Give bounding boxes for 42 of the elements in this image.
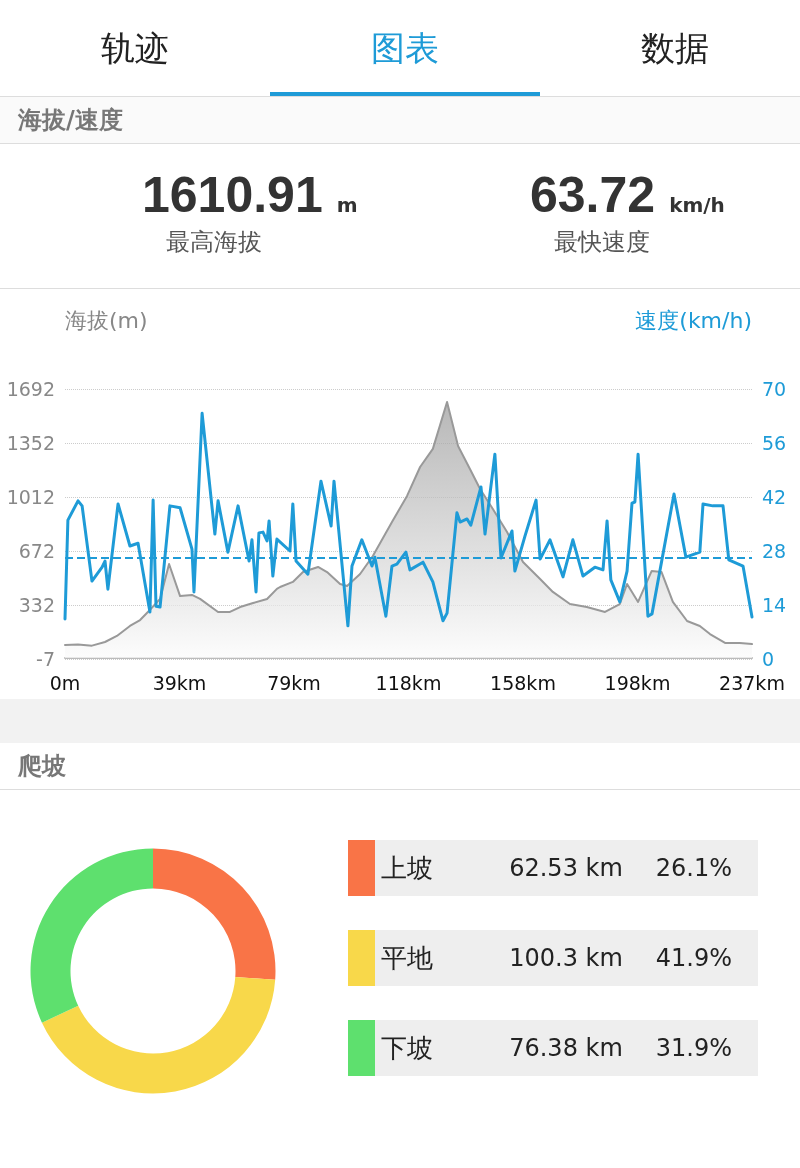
- legend-label: 下坡: [380, 1031, 434, 1065]
- y-tick-label: -7: [36, 648, 55, 670]
- text: 31.9%: [654, 1034, 733, 1062]
- x-tick-label: 237km: [719, 671, 785, 694]
- text: 63.72: [530, 167, 656, 223]
- x-tick-label: 0m: [49, 671, 81, 694]
- line-series: [63, 411, 754, 628]
- chart-title: 爬坡: [0, 743, 800, 790]
- text: km/h: [669, 193, 725, 217]
- y2-tick-label: 70: [762, 378, 787, 400]
- y-tick-label: 1352: [6, 432, 55, 455]
- y-tick-label: 1692: [6, 378, 55, 400]
- data-label: 100.3 km: [508, 944, 624, 972]
- y-tick-label: 672: [18, 540, 55, 563]
- x-tick-label: 158km: [490, 671, 556, 694]
- text: 数据: [640, 27, 710, 70]
- legend-label: 平地: [380, 941, 434, 975]
- y2-tick-label: 28: [762, 540, 787, 562]
- x-tick-label: 198km: [604, 671, 671, 694]
- data-label: 62.53 km: [508, 854, 624, 882]
- y2-tick-label: 14: [762, 594, 787, 616]
- y2-axis-title: 速度(km/h): [635, 307, 752, 333]
- y-tick-label: 332: [18, 594, 55, 617]
- data-label: 76.38 km: [508, 1034, 624, 1062]
- text: 41.9%: [654, 944, 733, 972]
- text: 图表: [270, 0, 540, 96]
- text: 最高海拔: [166, 227, 263, 258]
- y2-tick-label: 56: [762, 432, 787, 454]
- x-tick-label: 39km: [152, 671, 207, 694]
- x-tick-label: 79km: [267, 671, 321, 694]
- text: m: [336, 193, 358, 217]
- text: 海拔/速度: [0, 97, 800, 144]
- text: 最快速度: [554, 227, 651, 258]
- y-axis-title: 海拔(m): [65, 307, 148, 333]
- text: 26.1%: [654, 854, 733, 882]
- text: 轨迹: [100, 27, 170, 70]
- x-tick-label: 118km: [375, 671, 442, 694]
- y2-tick-label: 42: [762, 486, 787, 508]
- y-tick-label: 1012: [6, 486, 55, 509]
- y2-tick-label: 0: [762, 648, 775, 670]
- legend-label: 上坡: [380, 851, 434, 885]
- text: 1610.91: [142, 167, 323, 223]
